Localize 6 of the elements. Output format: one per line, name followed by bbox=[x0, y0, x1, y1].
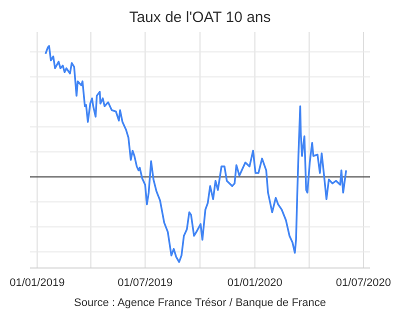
source-note: Source : Agence France Trésor / Banque de France bbox=[74, 297, 326, 309]
x-tick-label: 01/07/2019 bbox=[118, 276, 173, 289]
x-tick-label: 01/07/2020 bbox=[336, 276, 391, 289]
x-tick-label: 01/01/2019 bbox=[10, 276, 65, 289]
chart-title: Taux de l'OAT 10 ans bbox=[129, 9, 271, 26]
x-tick-label: 01/01/2020 bbox=[227, 276, 282, 289]
